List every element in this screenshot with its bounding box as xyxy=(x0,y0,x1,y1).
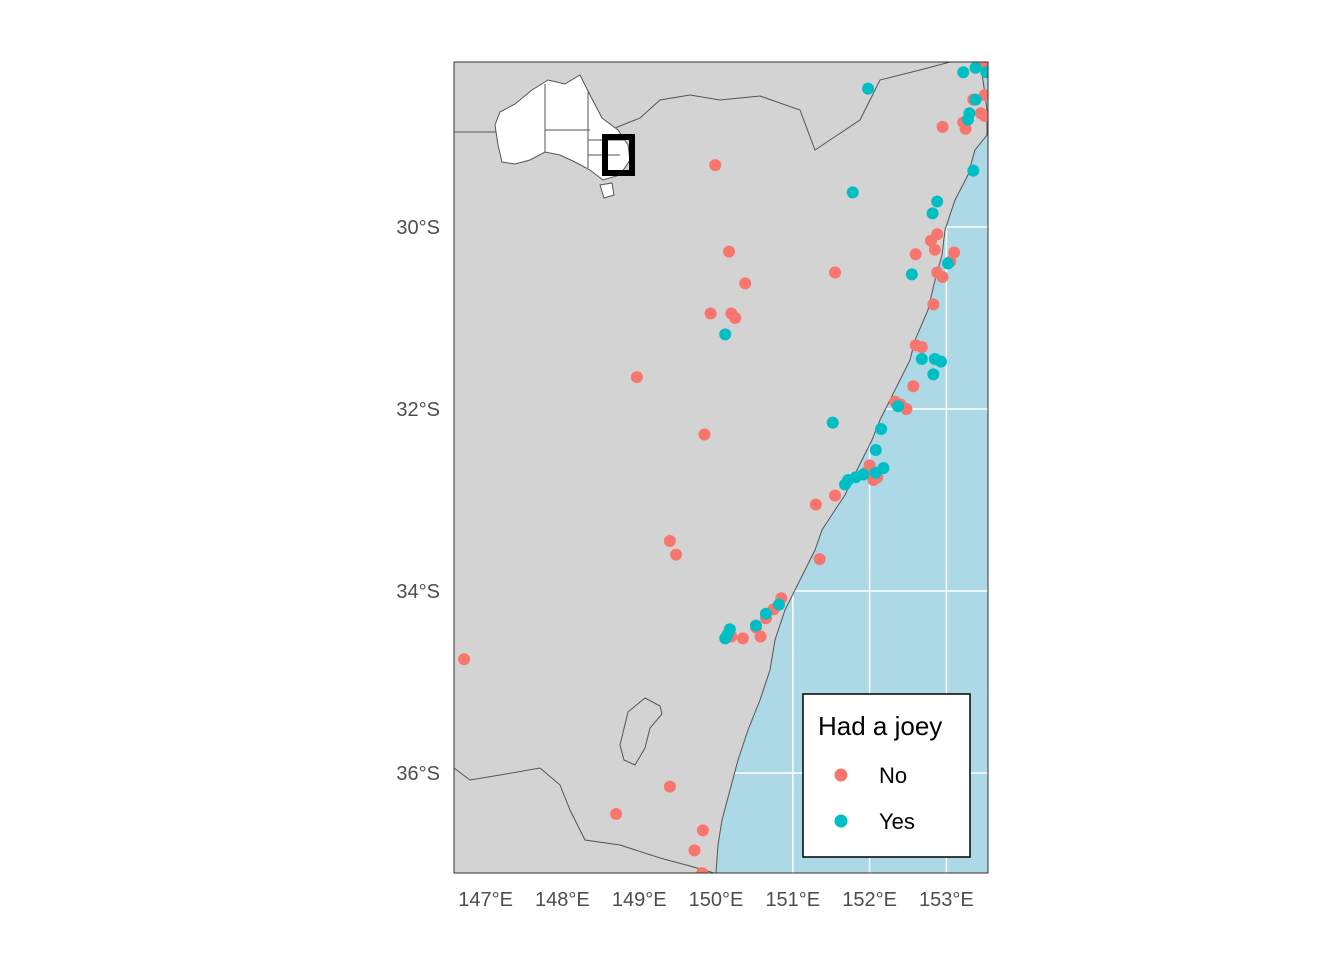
point-no xyxy=(698,428,711,441)
point-no xyxy=(809,498,822,511)
point-no xyxy=(936,120,949,133)
point-yes xyxy=(772,598,785,611)
x-tick-label: 152°E xyxy=(842,889,897,911)
y-tick-label: 32°S xyxy=(396,399,440,421)
point-no xyxy=(829,266,842,279)
act-border xyxy=(619,697,663,766)
point-yes xyxy=(719,632,732,645)
y-axis: 30°S 32°S 34°S 36°S xyxy=(396,217,440,785)
point-no xyxy=(813,553,826,566)
x-tick-label: 148°E xyxy=(535,889,590,911)
point-no xyxy=(739,277,752,290)
point-no xyxy=(927,298,940,311)
point-no xyxy=(928,243,941,256)
point-yes xyxy=(927,368,940,381)
legend-key-yes xyxy=(834,814,848,828)
legend-title: Had a joey xyxy=(818,711,942,741)
y-tick-label: 36°S xyxy=(396,763,440,785)
point-no xyxy=(931,266,944,279)
point-no xyxy=(754,630,767,643)
point-yes xyxy=(719,328,732,341)
point-yes xyxy=(915,352,928,365)
point-yes xyxy=(969,93,982,106)
legend-label-no: No xyxy=(879,763,907,788)
point-yes xyxy=(935,355,948,368)
legend-key-no xyxy=(834,768,848,782)
point-no xyxy=(704,307,717,320)
point-no xyxy=(630,371,643,384)
tasmania-outline xyxy=(599,182,615,199)
point-yes xyxy=(961,113,974,126)
x-tick-label: 149°E xyxy=(612,889,667,911)
point-no xyxy=(688,844,701,857)
point-no xyxy=(729,312,742,324)
y-tick-label: 34°S xyxy=(396,581,440,603)
point-no xyxy=(925,234,938,247)
point-yes xyxy=(926,207,939,220)
point-yes xyxy=(862,82,875,95)
point-no xyxy=(709,159,722,172)
point-yes xyxy=(980,66,988,79)
point-no xyxy=(663,534,676,547)
x-axis: 147°E 148°E 149°E 150°E 151°E 152°E 153°E xyxy=(458,889,974,911)
point-no xyxy=(909,248,922,261)
point-yes xyxy=(869,443,882,456)
point-no xyxy=(959,122,972,135)
point-yes xyxy=(905,268,918,281)
point-yes xyxy=(846,186,859,199)
point-yes xyxy=(839,478,852,491)
point-yes xyxy=(931,195,944,208)
point-yes xyxy=(967,164,980,177)
point-yes xyxy=(826,416,839,429)
point-no xyxy=(696,867,709,873)
point-no xyxy=(948,246,961,259)
y-tick-label: 30°S xyxy=(396,217,440,239)
point-yes xyxy=(892,400,905,413)
point-yes xyxy=(969,62,982,74)
x-tick-label: 147°E xyxy=(458,889,513,911)
point-no xyxy=(829,489,842,502)
land-area xyxy=(454,62,988,873)
point-no xyxy=(978,109,988,122)
x-tick-label: 150°E xyxy=(689,889,744,911)
point-no xyxy=(907,380,920,393)
legend: Had a joey No Yes xyxy=(802,693,971,858)
point-no xyxy=(696,824,709,837)
data-points xyxy=(458,62,988,873)
point-yes xyxy=(869,466,882,479)
inset-map xyxy=(494,74,635,199)
legend-box xyxy=(802,693,971,858)
legend-label-yes: Yes xyxy=(879,809,915,834)
point-yes xyxy=(957,66,970,79)
point-no xyxy=(915,341,928,354)
point-yes xyxy=(941,257,954,270)
x-tick-label: 151°E xyxy=(765,889,820,911)
panel-border xyxy=(453,61,989,874)
inset-highlight-box xyxy=(602,134,635,176)
x-tick-label: 153°E xyxy=(919,889,974,911)
point-no xyxy=(458,653,471,666)
state-border-south xyxy=(454,767,715,873)
point-no xyxy=(723,245,736,258)
point-yes xyxy=(759,607,772,620)
point-yes xyxy=(875,423,888,436)
point-yes xyxy=(749,619,762,632)
state-border-north xyxy=(454,62,951,151)
point-no xyxy=(663,780,676,793)
point-no xyxy=(670,548,683,561)
point-no xyxy=(610,807,623,820)
point-no xyxy=(736,632,749,645)
